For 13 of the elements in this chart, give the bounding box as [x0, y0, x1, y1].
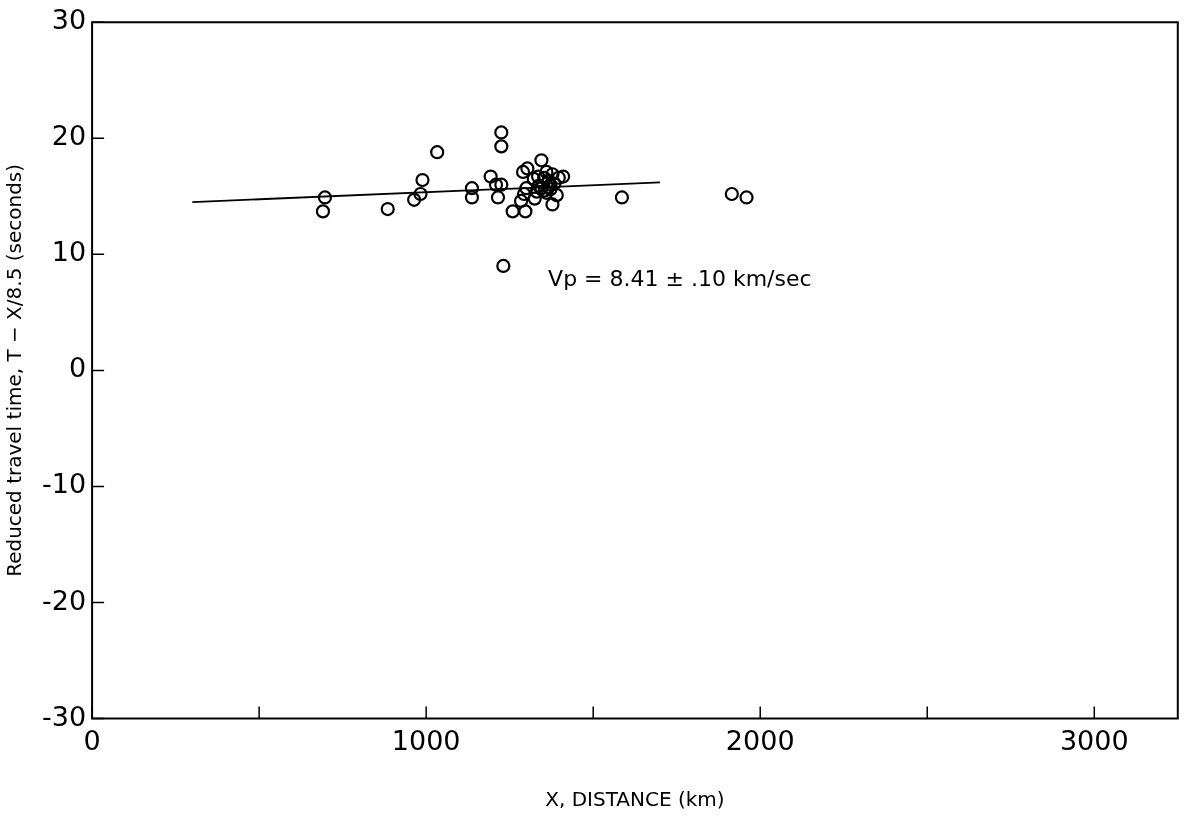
y-tick-label: 10 — [51, 236, 87, 268]
y-tick-label: -20 — [41, 584, 87, 616]
y-tick-label: -10 — [41, 468, 87, 500]
x-tick-label: 1000 — [391, 724, 461, 756]
y-axis-title: Reduced travel time, T − X/8.5 (seconds) — [2, 163, 27, 577]
y-tick-label: 20 — [51, 120, 87, 152]
y-tick-label: 0 — [68, 352, 87, 384]
x-axis-title: X, DISTANCE (km) — [545, 787, 725, 812]
x-tick-label: 3000 — [1059, 724, 1129, 756]
y-tick-label: -30 — [41, 700, 87, 732]
x-tick-label: 2000 — [725, 724, 795, 756]
annotation: Vp = 8.41 ± .10 km/sec — [548, 265, 812, 291]
y-tick-label: 30 — [51, 4, 87, 36]
